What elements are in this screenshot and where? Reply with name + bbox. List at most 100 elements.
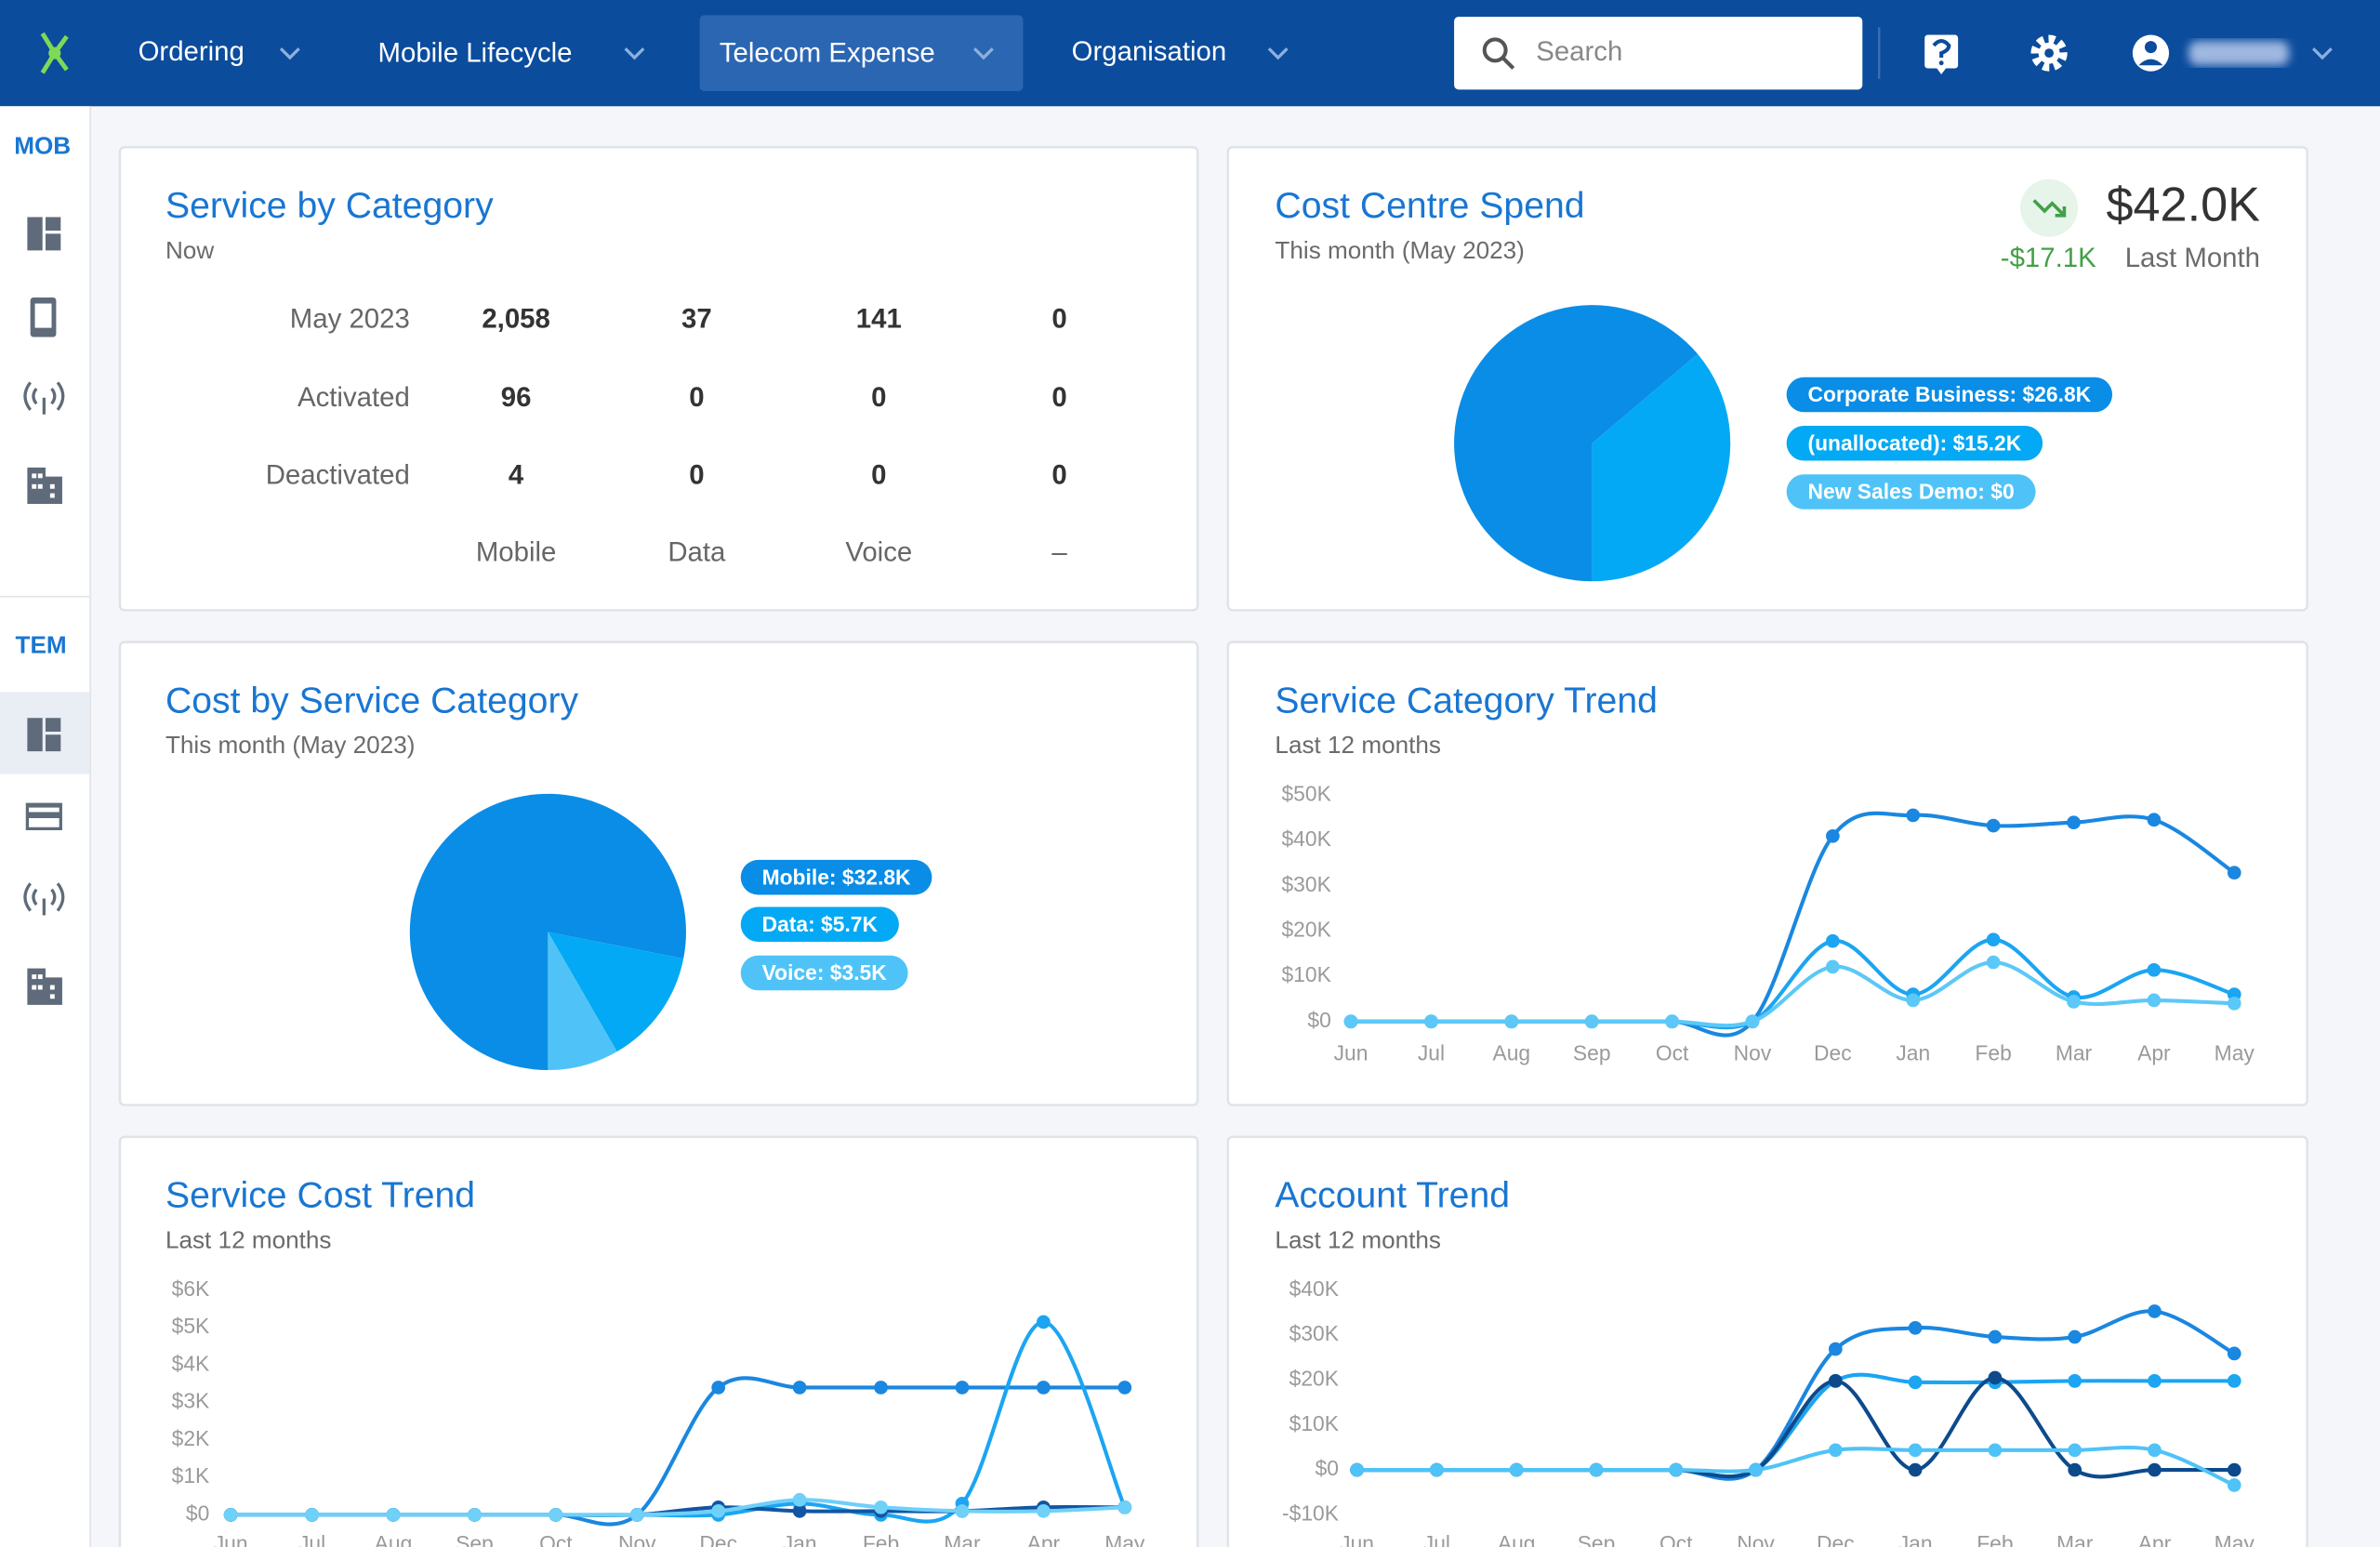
- pie-slice: [1592, 353, 1731, 582]
- card-subtitle: This month (May 2023): [165, 731, 415, 759]
- x-tick-label: Oct: [1659, 1531, 1693, 1547]
- dashboard-icon[interactable]: [27, 718, 61, 752]
- row-label: May 2023: [290, 303, 410, 334]
- y-tick-label: -$10K: [1282, 1501, 1339, 1525]
- data-point: [2148, 1443, 2162, 1458]
- pie-slice: [548, 932, 617, 1071]
- y-tick-label: $2K: [172, 1426, 210, 1450]
- column-header: Data: [668, 537, 726, 568]
- data-point: [2068, 1374, 2082, 1388]
- data-point: [2068, 1443, 2082, 1458]
- x-tick-label: Jun: [1334, 1041, 1368, 1065]
- pie-chart: Corporate Business: $26.8K (unallocated):…: [1454, 305, 2113, 582]
- data-point: [792, 1381, 807, 1395]
- x-tick-label: Dec: [1814, 1041, 1852, 1065]
- x-tick-label: Oct: [539, 1531, 573, 1547]
- x-tick-label: Jun: [1340, 1531, 1374, 1547]
- y-tick-label: $40K: [1281, 826, 1330, 851]
- data-point: [2227, 996, 2241, 1011]
- data-point: [1350, 1462, 1364, 1477]
- chevron: [2312, 47, 2333, 60]
- x-tick-label: Jul: [298, 1531, 325, 1547]
- pie-slice: [409, 793, 686, 1071]
- x-tick-label: Sep: [1578, 1531, 1616, 1547]
- card-icon[interactable]: [25, 802, 62, 831]
- sidebar-active: [0, 692, 90, 774]
- data-point: [1988, 1329, 2003, 1344]
- data-point: [1986, 818, 2001, 833]
- nav-item[interactable]: Organisation: [1072, 36, 1227, 67]
- help-icon[interactable]: [1924, 34, 1959, 74]
- antenna-icon[interactable]: [23, 381, 65, 415]
- user-icon[interactable]: [2132, 34, 2170, 72]
- x-tick-label: Mar: [944, 1531, 981, 1547]
- window: [37, 473, 43, 479]
- trend-arrow: [2032, 199, 2067, 218]
- y-tick-label: $10K: [1289, 1411, 1339, 1435]
- search-placeholder: Search: [1536, 36, 1622, 67]
- y-tick-label: $20K: [1281, 918, 1330, 942]
- data-point: [2227, 1374, 2241, 1388]
- pie-chart: Mobile: $32.8K Data: $5.7K Voice: $3.5K: [409, 793, 932, 1071]
- data-point: [2068, 1462, 2082, 1477]
- user-head: [2144, 41, 2157, 54]
- help-glyph: [1932, 39, 1951, 59]
- y-tick-label: $30K: [1281, 872, 1330, 896]
- data-point: [223, 1508, 238, 1522]
- card-title: Service by Category: [165, 186, 494, 226]
- x-tick-label: Nov: [1734, 1041, 1772, 1065]
- x-tick-label: Nov: [618, 1531, 656, 1547]
- settings-icon[interactable]: [2030, 34, 2068, 72]
- search-handle: [1501, 56, 1515, 70]
- nav-item[interactable]: Telecom Expense: [720, 38, 935, 69]
- change-note: Last Month: [2125, 243, 2260, 273]
- data-point: [1504, 1014, 1519, 1029]
- data-point: [549, 1508, 563, 1522]
- y-tick-label: $4K: [172, 1351, 210, 1375]
- data-point: [1908, 1462, 1923, 1477]
- legend-pill: [1786, 474, 2036, 509]
- sidebar: [0, 106, 90, 1547]
- x-tick-label: Jan: [1898, 1531, 1933, 1547]
- mobile-icon[interactable]: [30, 298, 57, 337]
- gear-hole: [2044, 48, 2054, 59]
- dashboard-icon[interactable]: [27, 217, 61, 251]
- window: [49, 985, 55, 990]
- table-cell: 0: [689, 459, 704, 490]
- active-tab[interactable]: [699, 15, 1024, 91]
- data-point: [1037, 1315, 1051, 1329]
- legend-pill: [1786, 377, 2113, 413]
- data-point: [629, 1508, 644, 1522]
- x-tick-label: Aug: [1492, 1041, 1530, 1065]
- search-box[interactable]: [1454, 16, 1863, 90]
- data-point: [955, 1504, 970, 1518]
- card-title: Cost Centre Spend: [1275, 186, 1584, 226]
- x-tick-label: Dec: [1817, 1531, 1855, 1547]
- logo[interactable]: [40, 32, 69, 74]
- nav-item[interactable]: Ordering: [139, 36, 245, 67]
- x-tick-label: Jan: [783, 1531, 817, 1547]
- antenna-icon[interactable]: [23, 882, 65, 916]
- card-subtitle: Last 12 months: [1275, 1225, 1441, 1253]
- data-point: [874, 1381, 888, 1395]
- data-point: [305, 1508, 319, 1522]
- data-point: [1584, 1014, 1599, 1029]
- x-tick-label: Feb: [1977, 1531, 2013, 1547]
- card: [118, 1135, 1199, 1547]
- data-point: [1828, 1342, 1843, 1356]
- y-tick-label: $3K: [172, 1389, 210, 1413]
- data-point: [2068, 1329, 2082, 1344]
- table-cell: 0: [1051, 459, 1066, 490]
- column-header: Voice: [845, 537, 912, 568]
- help-dot: [1938, 60, 1944, 66]
- data-point: [1986, 955, 2001, 970]
- legend-pill: [1786, 425, 2043, 461]
- y-tick-label: $20K: [1289, 1366, 1339, 1390]
- data-point: [1828, 1443, 1843, 1458]
- nav-item[interactable]: Mobile Lifecycle: [378, 38, 573, 69]
- legend-pill: [740, 906, 899, 943]
- nav-chevrons: [279, 47, 2333, 60]
- y-tick-label: $30K: [1289, 1321, 1339, 1345]
- nav-bar: [0, 0, 2380, 107]
